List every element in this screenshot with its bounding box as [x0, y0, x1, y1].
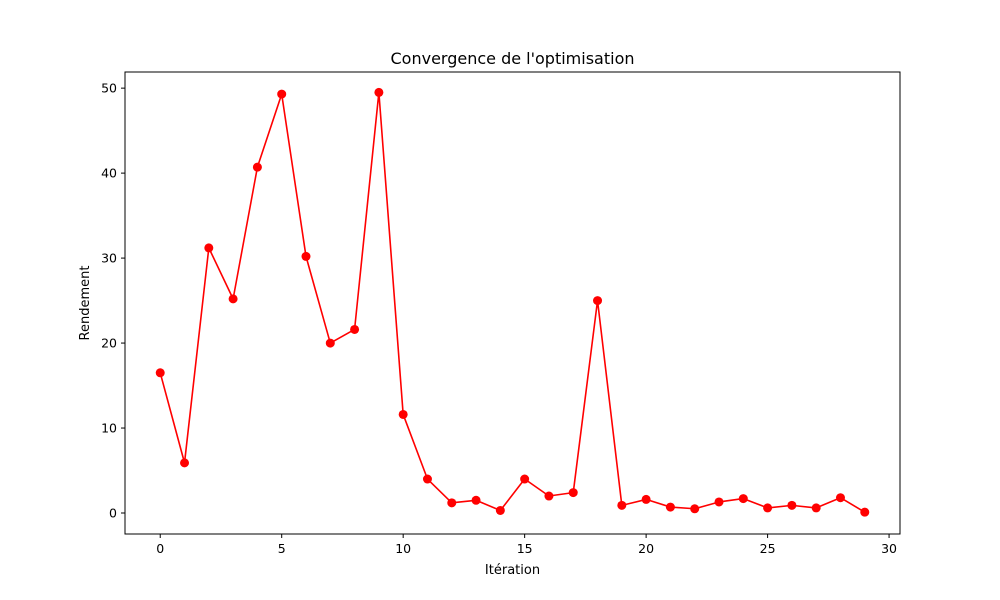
plot-area: 0 5 10 15 20 25 30 0 10 20 30 40 50: [101, 81, 897, 556]
x-tick-label: 15: [517, 541, 533, 556]
data-point: [520, 474, 530, 484]
data-point: [811, 503, 821, 513]
data-point: [714, 497, 724, 507]
data-point: [325, 338, 335, 348]
data-point: [544, 491, 554, 501]
x-tick-label: 5: [278, 541, 286, 556]
data-point: [568, 488, 578, 498]
data-point: [495, 505, 505, 515]
data-point: [350, 324, 360, 334]
data-point: [860, 507, 870, 517]
data-point: [277, 89, 287, 99]
data-point: [471, 495, 481, 505]
data-point: [228, 294, 238, 304]
x-tick-label: 25: [760, 541, 776, 556]
chart-title: Convergence de l'optimisation: [391, 49, 635, 68]
y-tick-label: 10: [101, 421, 117, 436]
data-point: [641, 494, 651, 504]
y-tick-label: 40: [101, 166, 117, 181]
y-tick-label: 50: [101, 81, 117, 96]
data-point: [398, 409, 408, 419]
data-point: [690, 504, 700, 514]
x-tick-label: 10: [395, 541, 411, 556]
data-point: [787, 500, 797, 510]
y-axis-label: Rendement: [78, 266, 93, 341]
x-tick-label: 20: [638, 541, 654, 556]
plot-frame: [124, 71, 901, 535]
data-point: [835, 493, 845, 503]
y-tick-label: 30: [101, 251, 117, 266]
data-point: [301, 251, 311, 261]
data-point: [617, 500, 627, 510]
data-point: [422, 474, 432, 484]
data-point: [204, 243, 214, 253]
y-tick-label: 0: [109, 506, 117, 521]
data-point: [180, 458, 190, 468]
data-point: [374, 87, 384, 97]
data-point: [665, 502, 675, 512]
data-point: [593, 296, 603, 306]
data-point: [447, 498, 457, 508]
y-tick-label: 20: [101, 336, 117, 351]
data-point: [155, 368, 165, 378]
data-point: [738, 494, 748, 504]
data-point: [252, 162, 262, 172]
x-tick-label: 30: [881, 541, 897, 556]
x-tick-label: 0: [156, 541, 164, 556]
x-axis-label: Itération: [485, 563, 540, 578]
data-point: [763, 503, 773, 513]
